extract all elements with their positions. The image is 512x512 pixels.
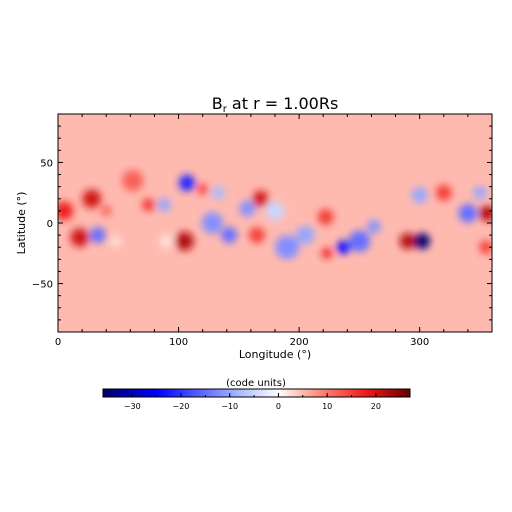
x-axis-label: Longitude (°) bbox=[239, 348, 311, 361]
heatmap-blob bbox=[70, 228, 89, 247]
heatmap-blob bbox=[221, 227, 238, 244]
x-tick-label: 100 bbox=[169, 337, 188, 348]
heatmap-blob bbox=[197, 183, 208, 195]
heatmap-blob bbox=[201, 212, 223, 234]
heatmap-blob bbox=[100, 205, 112, 217]
colorbar bbox=[102, 388, 411, 398]
heatmap-blob bbox=[348, 230, 370, 252]
chart-title: Br at r = 1.00Rs bbox=[212, 94, 339, 115]
heatmap-blob bbox=[89, 227, 106, 244]
heatmap-features bbox=[58, 169, 492, 260]
x-tick-label: 0 bbox=[55, 337, 61, 348]
title-rest: at r = 1.00Rs bbox=[227, 94, 338, 113]
colorbar-ticks: −30 −20 −10 0 10 20 bbox=[107, 393, 401, 411]
heatmap-blob bbox=[265, 201, 285, 221]
heatmap-blob bbox=[58, 201, 74, 221]
y-axis-label: Latitude (°) bbox=[15, 192, 28, 255]
heatmap-blob bbox=[295, 225, 315, 245]
heatmap-blob bbox=[141, 198, 156, 212]
heatmap-blob bbox=[239, 200, 256, 217]
heatmap-blob bbox=[411, 187, 428, 204]
heatmap-blob bbox=[252, 190, 269, 207]
heatmap-blob bbox=[479, 205, 492, 222]
heatmap-blob bbox=[399, 233, 416, 250]
y-tick-label: 0 bbox=[47, 219, 53, 230]
title-subscript: r bbox=[223, 104, 228, 115]
colorbar-tick-label: 20 bbox=[371, 402, 381, 411]
heatmap-background bbox=[58, 114, 492, 332]
heatmap-blob bbox=[82, 189, 102, 209]
colorbar-tick-label: −30 bbox=[124, 402, 141, 411]
colorbar-tick-label: −20 bbox=[173, 402, 190, 411]
heatmap-blob bbox=[248, 227, 265, 244]
heatmap-blob bbox=[414, 233, 431, 250]
heatmap-blob bbox=[175, 231, 194, 251]
heatmap-blob bbox=[122, 169, 144, 192]
x-axis-ticks: 0 100 200 300 bbox=[55, 114, 493, 348]
heatmap-blob bbox=[275, 235, 299, 260]
heatmap-blob bbox=[473, 186, 487, 200]
heatmap-blob bbox=[479, 240, 492, 254]
heatmap-blob bbox=[367, 219, 381, 234]
colorbar-label: (code units) bbox=[226, 378, 286, 389]
colorbar-tick-label: −10 bbox=[221, 402, 238, 411]
heatmap-plot-area bbox=[58, 114, 492, 332]
y-tick-label: −50 bbox=[32, 280, 53, 291]
heatmap-blob bbox=[321, 247, 333, 259]
heatmap-blob bbox=[157, 198, 171, 212]
colorbar-tick-label: 10 bbox=[322, 402, 332, 411]
heatmap-blob bbox=[337, 240, 351, 254]
x-tick-label: 300 bbox=[410, 337, 429, 348]
heatmap-blob bbox=[110, 235, 122, 247]
heatmap-blob bbox=[179, 175, 195, 192]
heatmap-blob bbox=[211, 186, 225, 200]
y-tick-label: 50 bbox=[40, 158, 53, 169]
heatmap-blob bbox=[317, 208, 334, 225]
heatmap-blob bbox=[458, 203, 478, 223]
x-tick-label: 200 bbox=[290, 337, 309, 348]
heatmap-blob bbox=[159, 234, 174, 248]
y-axis-ticks: 50 0 −50 bbox=[32, 113, 492, 333]
heatmap-blob bbox=[435, 184, 452, 201]
colorbar-tick-label: 0 bbox=[276, 402, 281, 411]
